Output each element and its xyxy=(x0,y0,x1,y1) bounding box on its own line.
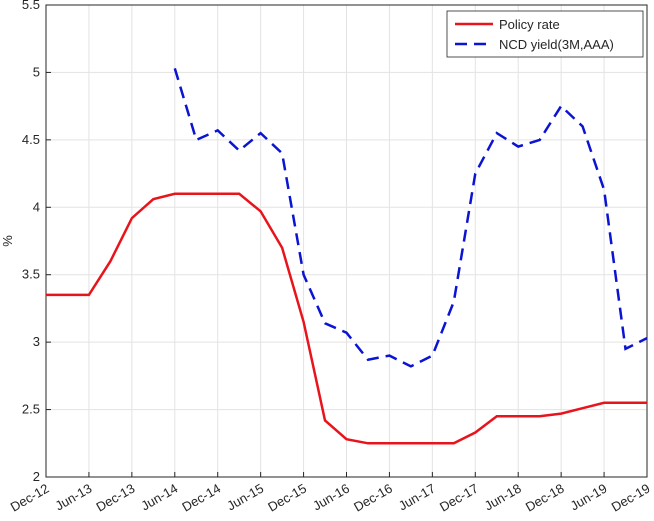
x-tick-label: Dec-15 xyxy=(265,481,309,515)
x-tick-label: Dec-14 xyxy=(179,481,223,515)
x-tick-label: Dec-12 xyxy=(8,481,52,515)
x-tick-label: Jun-15 xyxy=(224,481,266,514)
y-axis-label: % xyxy=(0,235,15,247)
legend-label: Policy rate xyxy=(499,17,560,32)
x-tick-label: Jun-19 xyxy=(568,481,610,514)
y-tick-label: 3.5 xyxy=(22,267,40,282)
y-tick-label: 5 xyxy=(33,64,40,79)
y-tick-label: 2.5 xyxy=(22,402,40,417)
x-tick-label: Jun-18 xyxy=(482,481,524,514)
x-tick-label: Dec-13 xyxy=(94,481,138,515)
x-tick-label: Dec-16 xyxy=(351,481,395,515)
y-tick-label: 4 xyxy=(33,199,40,214)
x-tick-label: Jun-14 xyxy=(138,481,180,514)
x-tick-label: Dec-17 xyxy=(437,481,481,515)
x-tick-label: Jun-16 xyxy=(310,481,352,514)
y-tick-label: 3 xyxy=(33,334,40,349)
data-line xyxy=(173,68,648,368)
x-tick-label: Dec-18 xyxy=(523,481,567,515)
y-tick-label: 4.5 xyxy=(22,132,40,147)
legend-box xyxy=(446,10,644,58)
x-tick-label: Dec-19 xyxy=(609,481,653,515)
x-tick-label: Jun-17 xyxy=(396,481,438,514)
plot-frame xyxy=(45,4,648,478)
legend-label: NCD yield(3M,AAA) xyxy=(499,37,614,52)
data-line xyxy=(46,192,647,445)
y-tick-label: 5.5 xyxy=(22,0,40,12)
y-tick-label: 2 xyxy=(33,469,40,484)
x-tick-label: Jun-13 xyxy=(53,481,95,514)
